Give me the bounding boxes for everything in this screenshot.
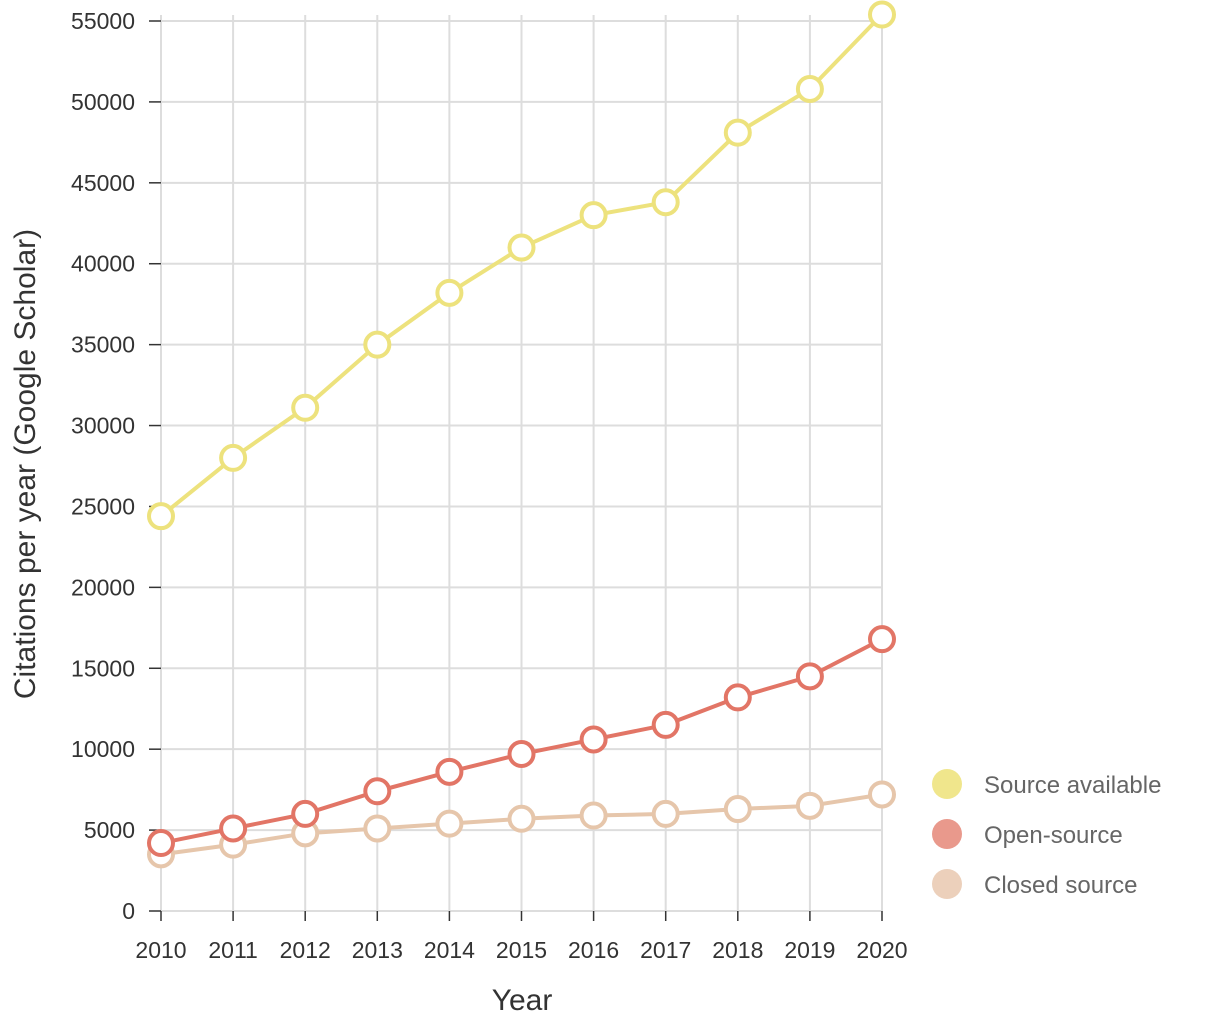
legend-item: Open-source	[932, 819, 1123, 849]
data-point	[795, 74, 824, 103]
x-axis-title: Year	[492, 984, 553, 1017]
y-tick-label: 20000	[71, 574, 135, 600]
x-tick-label: 2013	[352, 937, 403, 963]
data-point	[291, 393, 320, 422]
data-point	[507, 740, 536, 769]
data-point	[219, 443, 248, 472]
y-tick-label: 30000	[71, 413, 135, 439]
data-point	[147, 502, 175, 531]
data-point	[579, 201, 608, 230]
data-point	[435, 757, 464, 786]
data-point	[651, 188, 680, 217]
y-tick-label: 15000	[71, 655, 135, 681]
series-open-source	[147, 625, 896, 858]
data-point	[868, 625, 896, 654]
data-point	[291, 799, 320, 828]
data-point	[507, 233, 536, 262]
axes: 0 5000 10000 15000 20000 25000 30000 35000 40000…	[71, 8, 908, 963]
data-point	[435, 809, 464, 838]
data-point	[219, 814, 248, 843]
data-point	[507, 804, 536, 833]
data-point	[795, 791, 824, 820]
y-tick-label: 45000	[71, 170, 135, 196]
data-point	[579, 725, 608, 754]
y-tick-label: 55000	[71, 8, 135, 34]
data-point	[363, 777, 392, 806]
data-point	[723, 795, 752, 824]
series-source-available	[147, 0, 896, 531]
y-tick-label: 50000	[71, 89, 135, 115]
legend-item: Source available	[932, 769, 1161, 799]
data-point	[363, 814, 392, 843]
y-axis-title: Citations per year (Google Scholar)	[9, 229, 42, 699]
legend-label: Source available	[984, 772, 1161, 799]
data-point	[651, 799, 680, 828]
data-point	[868, 780, 896, 809]
data-point	[868, 0, 896, 29]
y-tick-label: 0	[122, 898, 135, 924]
y-tick-label: 25000	[71, 493, 135, 519]
y-tick-label: 5000	[84, 817, 135, 843]
x-tick-label: 2011	[208, 937, 257, 963]
legend-swatch	[932, 819, 962, 849]
legend: Source available Open-source Closed source	[932, 769, 1161, 899]
data-point	[363, 330, 392, 359]
legend-item: Closed source	[932, 869, 1137, 899]
grid	[160, 15, 883, 912]
data-point	[579, 801, 608, 830]
x-tick-label: 2017	[640, 937, 691, 963]
y-tick-label: 35000	[71, 332, 135, 358]
data-point	[795, 662, 824, 691]
legend-label: Open-source	[984, 822, 1123, 849]
legend-label: Closed source	[984, 872, 1137, 899]
x-tick-label: 2014	[424, 937, 475, 963]
x-tick-label: 2010	[135, 937, 186, 963]
data-point	[147, 829, 175, 858]
data-point	[723, 118, 752, 147]
series-lines	[147, 0, 896, 869]
x-tick-label: 2020	[856, 937, 907, 963]
data-point	[435, 278, 464, 307]
y-tick-label: 10000	[71, 736, 135, 762]
x-tick-label: 2012	[280, 937, 331, 963]
x-tick-label: 2015	[496, 937, 547, 963]
x-tick-label: 2018	[712, 937, 763, 963]
legend-swatch	[932, 769, 962, 799]
legend-swatch	[932, 869, 962, 899]
data-point	[651, 710, 680, 739]
x-tick-label: 2016	[568, 937, 619, 963]
data-point	[723, 683, 752, 712]
x-tick-label: 2019	[784, 937, 835, 963]
y-tick-label: 40000	[71, 251, 135, 277]
